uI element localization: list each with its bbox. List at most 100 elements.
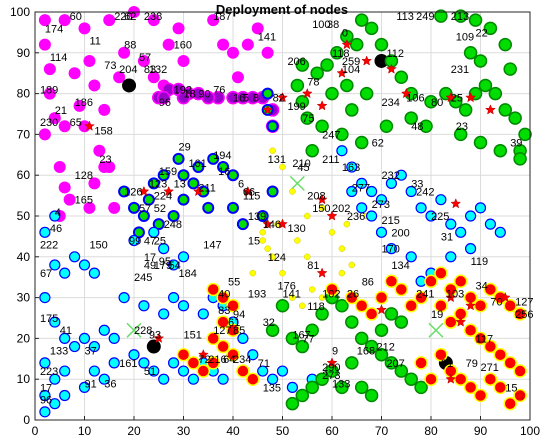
node-point	[394, 282, 409, 297]
node-point	[217, 373, 229, 385]
node-point	[49, 398, 61, 410]
node-label: 15	[505, 382, 517, 394]
node-point	[513, 307, 527, 321]
y-tick-label: 100	[10, 5, 30, 19]
node-point	[108, 357, 120, 369]
node-point	[315, 119, 329, 133]
node-point	[453, 274, 468, 289]
node-point	[338, 245, 346, 252]
node-label: 259	[342, 56, 360, 68]
node-point	[465, 243, 477, 255]
star-point	[514, 389, 526, 401]
node-label: 150	[89, 240, 107, 252]
node-point	[118, 185, 131, 198]
node-point	[346, 185, 358, 198]
node-label: 104	[342, 64, 360, 76]
node-point	[414, 290, 428, 305]
node-point	[518, 127, 532, 142]
node-point	[364, 388, 379, 403]
node-point	[158, 373, 170, 385]
node-point	[177, 169, 190, 182]
y-tick-label: 70	[17, 127, 31, 141]
node-label: 26	[347, 289, 359, 301]
node-point	[142, 193, 155, 206]
node-point	[455, 226, 467, 238]
node-point	[43, 63, 56, 76]
node-point	[405, 185, 417, 198]
node-label: 133	[332, 378, 350, 390]
node-point	[493, 143, 508, 158]
node-point	[404, 372, 418, 386]
node-point	[147, 14, 160, 27]
node-point	[63, 193, 76, 206]
node-point	[39, 389, 51, 402]
node-label: 17	[40, 382, 52, 394]
node-point	[468, 13, 483, 27]
node-point	[473, 388, 488, 403]
node-point	[103, 161, 116, 174]
node-label: 225	[431, 211, 449, 223]
node-label: 36	[104, 378, 116, 390]
node-point	[336, 145, 348, 157]
node-point	[508, 111, 522, 125]
node-label: 96	[159, 97, 171, 109]
node-label: 23	[456, 121, 468, 133]
star-point	[277, 218, 288, 229]
node-label: 90	[198, 89, 210, 101]
node-point	[315, 372, 329, 386]
node-label: 112	[386, 48, 404, 60]
axis-ticks: 0 10 20 30 40 50 60 70 80 90 100010203040506070809…	[10, 5, 540, 438]
node-point	[236, 218, 249, 231]
node-point	[435, 194, 447, 206]
node-point	[304, 212, 311, 220]
node-label: 134	[391, 260, 409, 272]
node-label: 193	[248, 289, 266, 301]
star-point	[445, 291, 457, 303]
node-point	[498, 37, 512, 52]
node-label: 207	[386, 358, 404, 370]
node-point	[118, 46, 131, 59]
node-label: 245	[134, 272, 152, 284]
node-point	[128, 349, 140, 361]
node-label: 127	[515, 297, 533, 309]
node-point	[424, 372, 438, 386]
node-point	[415, 202, 427, 214]
node-label: 222	[40, 240, 58, 252]
node-label: 79	[466, 358, 478, 370]
y-tick-label: 50	[17, 209, 31, 223]
node-point	[294, 237, 301, 244]
node-label: 73	[104, 60, 116, 72]
node-point	[330, 46, 344, 60]
node-label: 271	[481, 362, 499, 374]
star-point	[153, 332, 165, 343]
node-point	[419, 119, 433, 133]
node-point	[249, 269, 257, 277]
node-label: 23	[99, 154, 111, 166]
node-point	[206, 282, 220, 297]
node-label: 131	[268, 154, 286, 166]
node-label: 4	[55, 207, 61, 219]
star-point	[465, 300, 477, 311]
node-point	[445, 218, 457, 230]
node-point	[152, 218, 165, 231]
node-label: 230	[40, 117, 58, 129]
node-point	[335, 299, 349, 313]
node-point	[286, 381, 298, 393]
node-point	[187, 177, 200, 190]
node-label: 48	[411, 121, 423, 133]
node-label: 232	[382, 170, 400, 182]
node-point	[207, 14, 220, 27]
node-point	[251, 22, 264, 35]
node-point	[328, 229, 336, 236]
node-label: 168	[357, 346, 375, 358]
star-point	[138, 185, 150, 197]
node-point	[295, 58, 310, 72]
node-point	[295, 95, 310, 109]
node-label: 248	[164, 219, 182, 231]
node-point	[453, 9, 468, 23]
node-point	[458, 103, 473, 117]
node-point	[276, 365, 289, 377]
node-label: 96	[40, 395, 52, 407]
node-point	[207, 152, 220, 165]
node-label: 57	[139, 203, 151, 215]
